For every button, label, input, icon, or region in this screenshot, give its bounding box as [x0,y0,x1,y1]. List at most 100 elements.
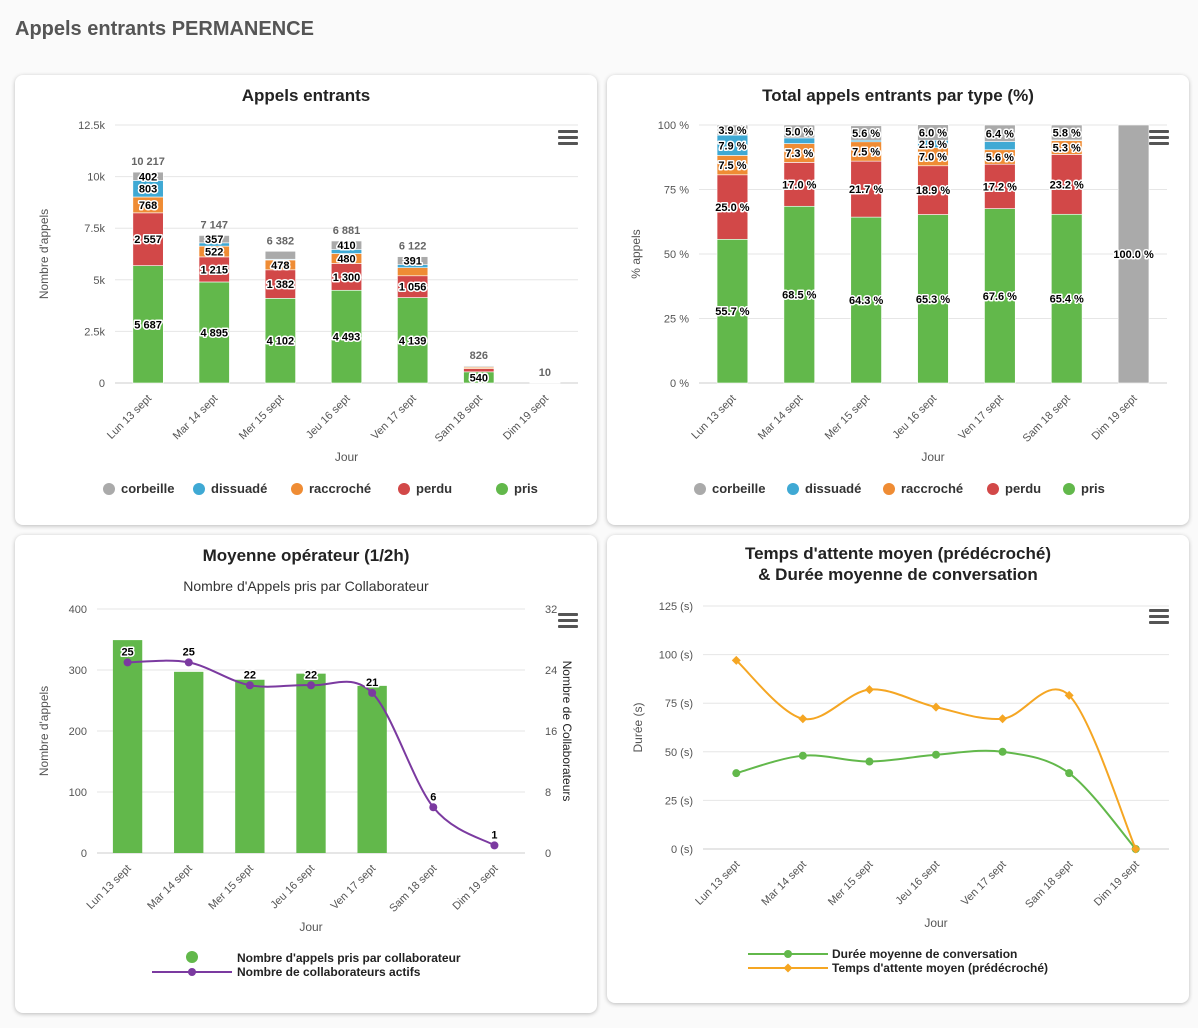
data-label: 4 102 [267,336,295,348]
point-collaborateurs [184,658,193,667]
point-collaborateurs [307,681,315,690]
x-tick-label: Sam 18 sept [1021,393,1073,445]
x-tick-label: Mer 15 sept [206,863,256,913]
data-label: 6.0 % [919,127,947,139]
chart-subtitle: Nombre d'Appels pris par Collaborateur [183,578,429,594]
bar-corbeille [1051,124,1083,141]
y-tick-label: 25 % [664,314,689,326]
bar-pris [1051,213,1083,384]
stack-total-label: 7 147 [200,219,228,231]
legend-label-corbeille: corbeille [121,481,174,496]
bar-pris [132,265,164,384]
data-label: 478 [271,260,289,272]
bar-corbeille [330,240,363,250]
point-duree-moyenne-de-conversation [1065,769,1074,778]
y-tick-label: 0 % [670,378,689,390]
y-right-tick-label: 24 [545,665,557,677]
chart-card-appels-entrants: Appels entrants 0 2.5k 5k 7.5k 10k 12.5k Lun 13… [15,75,597,525]
x-tick-label: Lun 13 sept [689,393,738,442]
x-tick-label: Dim 19 sept [1090,393,1140,443]
bar-dissuade [984,141,1016,151]
data-label: 540 [470,372,488,384]
legend-label-pris: pris [514,481,538,496]
legend-marker-pris [496,483,508,495]
line-duree-moyenne-de-conversation [736,749,1137,850]
y-tick-label: 5k [93,275,105,287]
y-tick-label: 25 (s) [665,795,693,807]
legend-marker-collaborateurs [188,968,196,976]
bar-pris [330,289,363,384]
bar-pris [984,208,1016,384]
x-tick-label: Mar 14 sept [759,859,809,909]
data-label: 25 [121,646,133,658]
bar-perdu [917,165,949,215]
data-label: 23.2 % [1050,179,1084,191]
bar-corbeille [917,124,949,141]
x-tick-label: Ven 17 sept [959,859,1009,909]
data-label: 100.0 % [1113,249,1154,261]
chart-total-par-type: Total appels entrants par type (%) 0 % 25 … [629,86,1167,496]
data-label: 5.6 % [852,128,880,140]
x-tick-label: Jeu 16 sept [893,859,942,908]
data-label: 7.5 % [718,160,746,172]
bar-appels-pris [235,679,265,853]
y-tick-label: 75 (s) [665,698,693,710]
bar-corbeille [132,171,164,181]
legend-marker-conversation [784,950,792,958]
bar-perdu [984,163,1016,209]
point-collaborateurs [490,841,499,850]
data-label: 5.3 % [1053,143,1081,155]
data-label: 65.3 % [916,294,950,306]
x-tick-label: Ven 17 sept [956,393,1006,443]
chart-card-moyenne-operateur: Moyenne opérateur (1/2h) Nombre d'Appels … [15,535,597,1013]
chart-temps-attente: Temps d'attente moyen (prédécroché) & Dur… [631,544,1169,975]
chart-menu-icon[interactable] [1149,130,1169,146]
data-label: 55.7 % [715,306,749,318]
bar-dissuade [783,137,815,144]
chart-menu-icon[interactable] [558,613,578,629]
legend-label-perdu: perdu [416,481,452,496]
chart-menu-icon[interactable] [558,130,578,146]
y-tick-label: 2.5k [84,326,105,338]
y-tick-label: 0 (s) [671,844,693,856]
data-label: 22 [305,669,317,681]
stack-total-label: 6 122 [399,241,427,253]
x-tick-label: Dim 19 sept [451,863,501,913]
y-right-tick-label: 0 [545,848,551,860]
y-tick-label: 75 % [664,185,689,197]
stack-total-label: 826 [470,350,488,362]
point-duree-moyenne-de-conversation [865,757,874,766]
stack-total-label: 6 881 [333,225,361,237]
bar-pris [397,297,429,384]
stack-total-label: 10 217 [131,156,165,168]
bar-corbeille [198,235,230,244]
point-temps-d-attente-moyen-predecroche [998,714,1008,724]
data-label: 1 [491,829,497,841]
x-tick-label: Sam 18 sept [433,393,485,445]
y-tick-label: 50 (s) [665,747,693,759]
legend-marker-attente [783,963,793,973]
data-label: 5.0 % [785,126,813,138]
x-tick-label: Lun 13 sept [85,863,134,912]
y-right-tick-label: 16 [545,726,557,738]
chart-card-total-par-type: Total appels entrants par type (%) 0 % 25 … [607,75,1189,525]
y-tick-label: 400 [69,604,87,616]
x-tick-label: Mar 14 sept [756,393,806,443]
legend-marker-raccroche [883,483,895,495]
bar-appels-pris [174,671,204,853]
data-label: 2 557 [134,234,162,246]
chart-menu-icon[interactable] [1149,609,1169,625]
x-tick-label: Mer 15 sept [826,859,876,909]
y-tick-label: 100 (s) [659,650,693,662]
y-tick-label: 50 % [664,249,689,261]
bar-pris [198,281,230,384]
legend-marker-corbeille [103,483,115,495]
bar-pris [917,214,949,384]
data-label: 5 687 [134,319,162,331]
point-temps-d-attente-moyen-predecroche [798,714,808,724]
x-tick-label: Lun 13 sept [105,393,154,442]
data-label: 22 [244,669,256,681]
legend-marker-perdu [987,483,999,495]
data-label: 768 [139,200,157,212]
bar-pris [716,238,749,384]
